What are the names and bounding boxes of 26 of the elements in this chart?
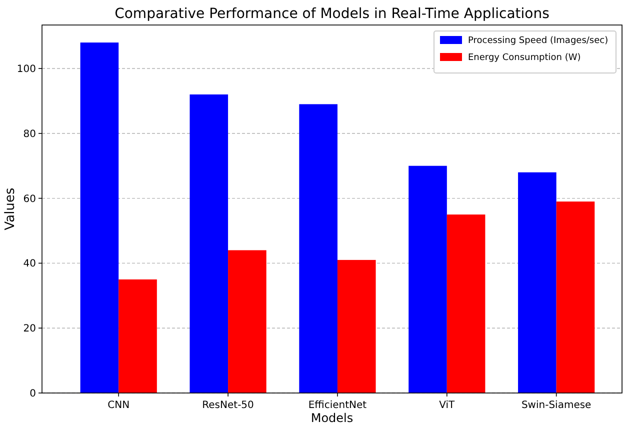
bar [299, 104, 338, 393]
bar [190, 94, 228, 393]
bar [518, 172, 556, 393]
bar [556, 202, 595, 393]
x-tick-label: ViT [439, 400, 456, 411]
y-tick-label: 40 [23, 258, 36, 270]
legend-label: Energy Consumption (W) [468, 53, 581, 64]
bar [408, 166, 447, 393]
x-tick-label: EfficientNet [308, 400, 367, 411]
bar [337, 260, 376, 393]
x-axis-title: Models [310, 411, 354, 425]
y-tick-label: 100 [16, 64, 36, 75]
y-axis-title: Values [3, 188, 18, 230]
chart-title: Comparative Performance of Models in Real-Time Applications [114, 6, 550, 22]
bar [80, 42, 119, 393]
bar [446, 214, 486, 393]
x-tick-label: Swin-Siamese [521, 400, 592, 411]
x-tick-label: CNN [108, 400, 130, 411]
y-tick-label: 0 [30, 388, 36, 400]
x-tick-label: ResNet-50 [202, 400, 254, 411]
y-tick-label: 60 [23, 194, 36, 205]
y-tick-label: 80 [23, 128, 36, 140]
bar [118, 279, 157, 393]
legend-label: Processing Speed (Images/sec) [468, 36, 608, 46]
y-tick-label: 20 [23, 324, 36, 335]
bar [228, 250, 266, 393]
